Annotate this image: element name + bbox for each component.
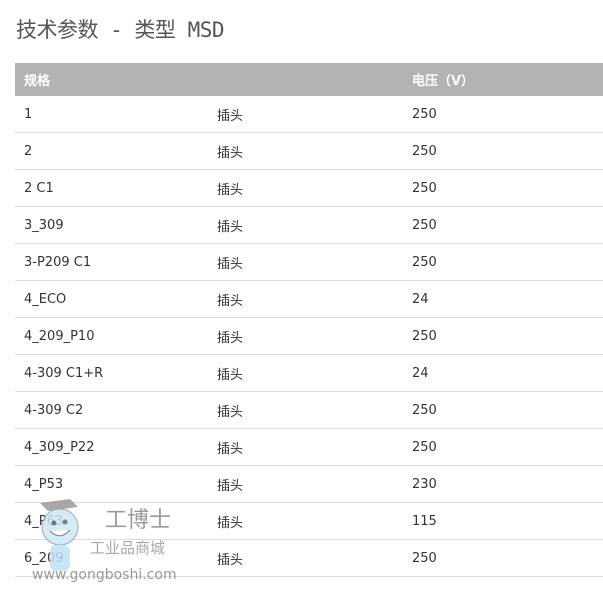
- header-spec: 规格: [15, 63, 208, 96]
- cell-voltage: 24: [403, 354, 603, 392]
- cell-spec: 2: [15, 132, 208, 170]
- cell-voltage: 250: [403, 428, 603, 466]
- table-row: 4_309_P22 插头 250: [15, 428, 603, 466]
- cell-voltage: 250: [403, 243, 603, 281]
- table-row: 2 插头 250: [15, 132, 603, 170]
- page-title: 技术参数 - 类型 MSD: [16, 18, 225, 42]
- cell-type: 插头: [208, 169, 403, 207]
- cell-spec: 6_209: [15, 539, 208, 577]
- table-row: 3_309 插头 250: [15, 206, 603, 244]
- table-row: 1 插头 250: [15, 96, 603, 133]
- table-row: 4_ECO 插头 24: [15, 280, 603, 318]
- cell-voltage: 230: [403, 465, 603, 503]
- cell-spec: 4_209_P10: [15, 317, 208, 355]
- cell-spec: 4_309_P22: [15, 428, 208, 466]
- cell-type: 插头: [208, 465, 403, 503]
- cell-type: 插头: [208, 428, 403, 466]
- cell-voltage: 250: [403, 391, 603, 429]
- cell-type: 插头: [208, 354, 403, 392]
- cell-voltage: 250: [403, 206, 603, 244]
- table-row: 4_P63 插头 115: [15, 502, 603, 540]
- cell-voltage: 250: [403, 539, 603, 577]
- cell-spec: 2 C1: [15, 169, 208, 207]
- cell-type: 插头: [208, 243, 403, 281]
- table-row: 4-309 C2 插头 250: [15, 391, 603, 429]
- cell-spec: 3-P209 C1: [15, 243, 208, 281]
- cell-spec: 4_P53: [15, 465, 208, 503]
- cell-voltage: 250: [403, 132, 603, 170]
- cell-type: 插头: [208, 317, 403, 355]
- cell-voltage: 250: [403, 96, 603, 133]
- header-voltage: 电压（V）: [403, 63, 603, 96]
- header-type: [208, 63, 403, 96]
- cell-voltage: 24: [403, 280, 603, 318]
- cell-spec: 4-309 C2: [15, 391, 208, 429]
- cell-voltage: 250: [403, 169, 603, 207]
- cell-type: 插头: [208, 391, 403, 429]
- cell-type: 插头: [208, 280, 403, 318]
- table-row: 4_P53 插头 230: [15, 465, 603, 503]
- table-row: 4-309 C1+R 插头 24: [15, 354, 603, 392]
- table-row: 6_209 插头 250: [15, 539, 603, 577]
- cell-type: 插头: [208, 502, 403, 540]
- cell-type: 插头: [208, 96, 403, 133]
- table-row: 3-P209 C1 插头 250: [15, 243, 603, 281]
- cell-spec: 4_P63: [15, 502, 208, 540]
- cell-type: 插头: [208, 539, 403, 577]
- table-row: 2 C1 插头 250: [15, 169, 603, 207]
- cell-spec: 3_309: [15, 206, 208, 244]
- cell-voltage: 115: [403, 502, 603, 540]
- table-header: 规格 电压（V）: [15, 63, 603, 96]
- cell-type: 插头: [208, 132, 403, 170]
- cell-spec: 4_ECO: [15, 280, 208, 318]
- cell-spec: 4-309 C1+R: [15, 354, 208, 392]
- cell-voltage: 250: [403, 317, 603, 355]
- table-row: 4_209_P10 插头 250: [15, 317, 603, 355]
- spec-table: 规格 电压（V） 1 插头 250 2 插头 250 2 C1 插头 250 3_309 插头 250…: [15, 63, 603, 577]
- cell-spec: 1: [15, 96, 208, 133]
- cell-type: 插头: [208, 206, 403, 244]
